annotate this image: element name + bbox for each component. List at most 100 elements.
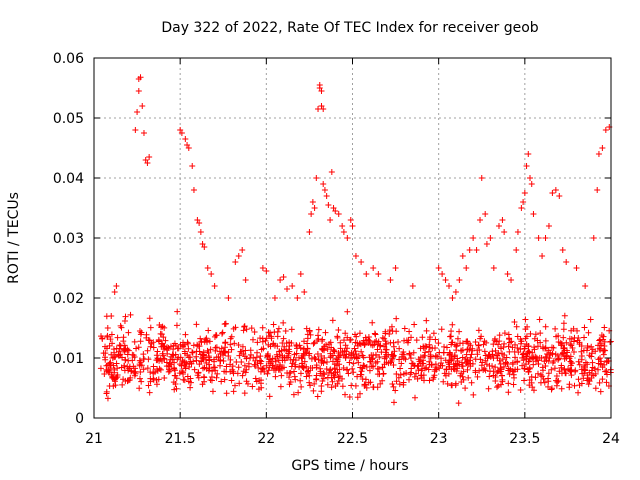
data-point xyxy=(349,365,356,372)
data-point xyxy=(143,334,150,341)
data-point xyxy=(588,350,595,357)
data-point xyxy=(344,366,351,373)
data-point xyxy=(258,384,265,391)
data-point xyxy=(514,345,521,352)
data-point xyxy=(568,359,575,366)
data-point xyxy=(310,387,317,394)
data-point xyxy=(375,366,382,373)
data-point xyxy=(290,391,297,398)
data-points xyxy=(97,74,614,407)
data-point xyxy=(575,358,582,365)
data-point xyxy=(448,333,455,340)
data-point xyxy=(377,342,384,349)
data-point xyxy=(517,386,524,393)
data-point xyxy=(590,235,597,241)
data-point xyxy=(382,338,389,345)
data-point xyxy=(222,320,229,327)
data-point xyxy=(252,375,259,382)
data-point xyxy=(451,363,458,370)
data-point xyxy=(227,335,234,342)
data-point xyxy=(206,338,213,345)
data-point xyxy=(597,346,604,353)
data-point xyxy=(144,160,151,166)
data-point xyxy=(213,374,220,381)
data-point xyxy=(203,360,210,367)
data-point xyxy=(420,343,427,350)
data-point xyxy=(160,334,167,341)
data-point xyxy=(219,330,226,337)
data-point xyxy=(387,277,394,283)
data-point xyxy=(464,366,471,373)
data-point xyxy=(277,383,284,390)
data-point xyxy=(495,341,502,348)
data-point xyxy=(585,381,592,388)
data-point xyxy=(597,355,604,362)
data-point xyxy=(403,370,410,377)
data-point xyxy=(221,376,228,383)
data-point xyxy=(526,376,533,383)
data-point xyxy=(173,375,180,382)
data-point xyxy=(108,371,115,378)
data-point xyxy=(223,390,230,397)
data-point xyxy=(508,277,515,283)
data-point xyxy=(500,344,507,351)
data-point xyxy=(390,343,397,350)
data-point xyxy=(495,367,502,374)
x-tick-label: 24 xyxy=(602,431,620,447)
data-point xyxy=(245,360,252,367)
data-point xyxy=(171,364,178,371)
data-point xyxy=(459,253,466,259)
data-point xyxy=(244,380,251,387)
axis-tick-labels: 21 21.5 22 22.5 23 23.5 24 0 0.01 0.02 0.03 0.04 0.0… xyxy=(53,51,620,447)
data-point xyxy=(187,358,194,365)
data-point xyxy=(301,351,308,358)
data-point xyxy=(413,370,420,377)
data-point xyxy=(404,339,411,346)
data-point xyxy=(314,332,321,339)
data-point xyxy=(475,327,482,334)
data-point xyxy=(104,325,111,331)
data-point xyxy=(235,342,242,349)
data-point xyxy=(178,362,185,369)
data-point xyxy=(391,348,398,355)
data-point xyxy=(274,333,281,340)
data-point xyxy=(478,362,485,369)
data-point xyxy=(121,367,128,374)
data-point xyxy=(265,329,272,336)
data-point xyxy=(443,344,450,351)
data-point xyxy=(390,383,397,390)
data-point xyxy=(295,389,302,396)
data-point xyxy=(380,370,387,377)
data-point xyxy=(107,361,114,368)
data-point xyxy=(340,364,347,371)
data-point xyxy=(197,351,204,358)
data-point xyxy=(277,277,284,283)
data-point xyxy=(314,393,321,400)
data-point xyxy=(426,341,433,348)
data-point xyxy=(285,350,292,357)
x-tick-label: 22 xyxy=(257,431,275,447)
data-point xyxy=(300,352,307,359)
data-point xyxy=(291,373,298,380)
data-point xyxy=(514,229,521,235)
data-point xyxy=(208,271,215,277)
data-point xyxy=(585,329,592,336)
data-point xyxy=(119,381,126,388)
data-point xyxy=(598,342,605,349)
data-point xyxy=(566,381,573,388)
data-point xyxy=(523,341,530,348)
data-point xyxy=(163,345,170,352)
data-point xyxy=(477,356,484,363)
data-point xyxy=(230,388,237,395)
data-point xyxy=(268,335,275,342)
data-point xyxy=(324,359,331,366)
data-point xyxy=(146,389,153,396)
data-point xyxy=(335,211,342,217)
data-point xyxy=(588,343,595,350)
data-point xyxy=(436,365,443,372)
data-point xyxy=(154,348,161,355)
data-point xyxy=(453,368,460,375)
data-point xyxy=(372,331,379,338)
data-point xyxy=(212,344,219,351)
data-point xyxy=(110,383,117,390)
